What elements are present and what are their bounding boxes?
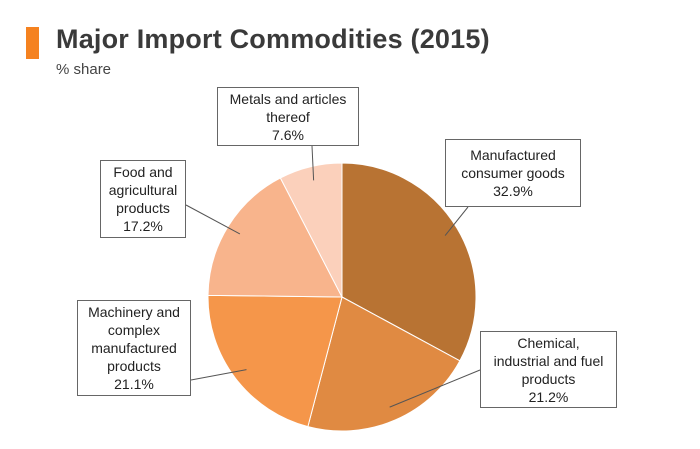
pie-slice-3 [207, 177, 343, 298]
leader-line-4 [311, 145, 315, 181]
title-accent-bar [26, 27, 39, 59]
label-manufactured-consumer-goods: Manufactured consumer goods 32.9% [445, 139, 581, 207]
slice-value: 21.1% [114, 376, 154, 392]
pie-slice-2 [207, 294, 343, 428]
label-line: products [116, 200, 170, 216]
label-metals-articles: Metals and articles thereof 7.6% [217, 87, 359, 146]
label-line: Machinery and [88, 304, 180, 320]
label-food-agricultural: Food and agricultural products 17.2% [100, 160, 186, 238]
label-line: agricultural [108, 182, 178, 198]
label-line: consumer goods [461, 165, 565, 181]
label-chemical-industrial-fuel: Chemical, industrial and fuel products 2… [480, 331, 617, 408]
slice-value: 32.9% [493, 183, 533, 199]
leader-line-0 [444, 206, 469, 236]
chart-subtitle: % share [56, 61, 112, 78]
label-line: products [521, 370, 576, 387]
label-line: complex [107, 322, 161, 338]
label-line: Food and [113, 164, 173, 180]
chart-title: Major Import Commodities (2015) [56, 24, 490, 54]
label-line: industrial and fuel [493, 352, 604, 369]
label-line: Manufactured [470, 147, 556, 163]
label-machinery-complex-manufactured: Machinery and complex manufactured produ… [77, 300, 191, 396]
slice-value: 21.2% [528, 388, 569, 405]
pie-slice-0 [341, 162, 477, 362]
leader-line-2 [190, 369, 247, 381]
leader-line-3 [185, 204, 241, 235]
pie-slice-4 [279, 162, 343, 298]
label-line: products [107, 358, 161, 374]
label-line: Chemical, [517, 334, 580, 351]
label-line: Metals and articles [229, 90, 347, 107]
label-line: thereof [266, 108, 310, 125]
label-line: manufactured [91, 340, 177, 356]
slice-value: 17.2% [123, 218, 163, 234]
pie-slice-1 [307, 296, 461, 432]
slice-value: 7.6% [272, 126, 304, 143]
leader-line-1 [389, 369, 481, 408]
